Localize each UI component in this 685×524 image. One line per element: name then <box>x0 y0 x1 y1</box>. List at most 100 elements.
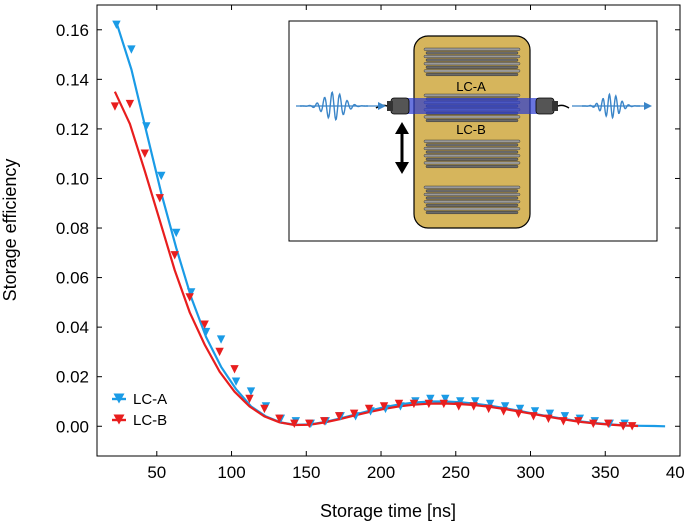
data-point-lc-b <box>574 417 583 426</box>
data-point-lc-b <box>245 394 254 404</box>
coil-turn <box>425 65 519 69</box>
data-point-lc-a <box>471 397 480 406</box>
data-point-lc-a <box>545 409 555 419</box>
data-point-lc-a <box>515 404 525 414</box>
legend-label-lc-b: LC-B <box>133 412 167 429</box>
data-point-lc-b <box>469 402 478 411</box>
data-point-lc-b <box>125 99 135 109</box>
coil-turn <box>425 51 519 55</box>
blue-fiber-highlight <box>398 98 546 114</box>
data-point-lc-b <box>484 404 493 414</box>
coil-turn <box>423 115 521 119</box>
data-point-lc-b <box>170 251 179 260</box>
y-tick-label: 0.00 <box>56 417 89 436</box>
data-point-lc-b <box>544 414 553 424</box>
data-point-lc-a <box>186 288 196 297</box>
data-point-lc-a <box>112 20 121 30</box>
data-point-lc-b <box>305 419 314 428</box>
coil-turn <box>423 154 521 158</box>
coil-turn <box>425 164 519 168</box>
coil-turn <box>423 161 521 165</box>
output-pulse-icon <box>572 92 652 120</box>
coil-turn <box>423 62 521 66</box>
data-point-lc-b <box>529 412 538 421</box>
data-point-lc-b <box>439 399 449 409</box>
data-point-lc-b <box>349 409 359 419</box>
coil-turn <box>425 210 519 214</box>
y-tick-label: 0.04 <box>56 318 89 337</box>
inset-label-lc-b: LC-B <box>456 122 486 137</box>
x-axis-ticks: 50 100 150 200 250 300 350 400 <box>147 5 685 482</box>
data-point-lc-a <box>530 407 540 416</box>
coil-turn <box>423 47 521 51</box>
data-point-lc-a <box>426 394 435 404</box>
data-point-lc-b <box>514 409 523 419</box>
x-tick-label: 50 <box>147 463 166 482</box>
coil-turn <box>425 203 519 207</box>
coil-turn <box>425 118 519 122</box>
data-point-lc-b <box>394 399 404 409</box>
plot-marks <box>110 20 666 431</box>
data-point-lc-b <box>260 404 269 414</box>
legend-label-lc-a: LC-A <box>133 391 167 408</box>
data-point-lc-b <box>334 412 344 421</box>
x-tick-label: 200 <box>367 463 395 482</box>
coil-turn <box>423 69 521 73</box>
data-point-lc-b <box>559 417 568 426</box>
y-axis-label: Storage efficiency <box>0 159 20 302</box>
data-point-lc-a <box>216 335 226 344</box>
legend: LC-A LC-B <box>112 391 167 429</box>
inset-board <box>413 35 531 229</box>
coil-turn <box>425 196 519 200</box>
legend-marker-lc-b <box>112 414 126 425</box>
x-tick-label: 250 <box>442 463 470 482</box>
data-point-lc-b <box>409 399 419 409</box>
data-point-lc-a <box>246 387 256 396</box>
x-tick-label: 150 <box>292 463 320 482</box>
coil-turn <box>425 150 519 154</box>
legend-marker-lc-a <box>112 393 126 404</box>
coil-turn <box>425 143 519 147</box>
coil-turn <box>423 93 521 97</box>
y-axis-ticks: 0.00 0.02 0.04 0.06 0.08 0.10 0.12 0.14 0.16 <box>56 21 680 436</box>
inset-schematic: LC-A LC-B <box>288 20 658 242</box>
data-point-lc-b <box>185 293 194 302</box>
data-point-lc-b <box>589 419 598 428</box>
data-point-lc-a <box>456 397 465 406</box>
data-point-lc-b <box>215 347 224 357</box>
y-tick-label: 0.08 <box>56 219 89 238</box>
right-connector <box>535 97 570 115</box>
data-point-lc-b <box>499 407 508 416</box>
y-tick-label: 0.12 <box>56 120 89 139</box>
data-point-lc-b <box>155 194 164 203</box>
y-tick-label: 0.14 <box>56 70 89 89</box>
data-point-lc-a <box>485 399 495 409</box>
data-point-lc-b <box>140 149 150 158</box>
data-point-lc-b <box>290 419 299 428</box>
data-point-lc-b <box>454 402 463 411</box>
inset-label-lc-a: LC-A <box>456 79 486 94</box>
data-point-lc-b <box>604 419 613 428</box>
coil-turn <box>423 55 521 59</box>
data-point-lc-a <box>157 171 166 181</box>
x-tick-label: 400 <box>666 463 685 482</box>
data-point-lc-a <box>172 228 181 238</box>
coil-turn <box>423 207 521 211</box>
x-axis-label: Storage time [ns] <box>320 501 456 521</box>
coil-turn <box>423 139 521 143</box>
data-point-lc-b <box>230 365 239 374</box>
data-point-lc-b <box>364 404 374 414</box>
coil-turn <box>425 189 519 193</box>
y-tick-label: 0.10 <box>56 169 89 188</box>
data-point-lc-b <box>320 417 329 426</box>
coil-turn <box>425 58 519 62</box>
data-point-lc-b <box>618 422 628 431</box>
y-tick-label: 0.02 <box>56 368 89 387</box>
double-arrow-icon <box>395 122 409 174</box>
y-tick-label: 0.16 <box>56 21 89 40</box>
coil-turn <box>423 146 521 150</box>
plot-frame <box>96 4 681 457</box>
coil-turn <box>423 200 521 204</box>
data-point-lc-a <box>441 394 450 404</box>
